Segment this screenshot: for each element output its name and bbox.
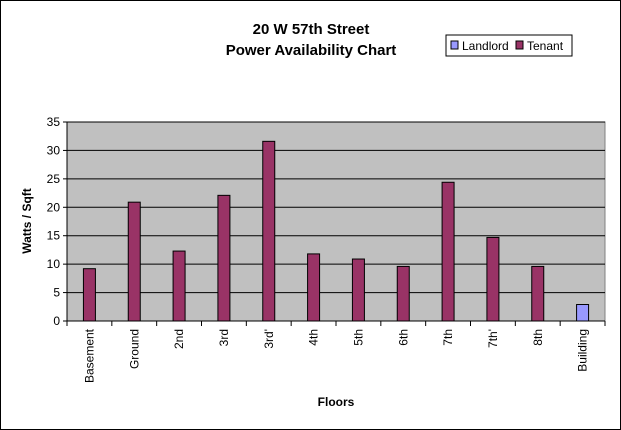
y-tick-label: 20 [47,200,61,214]
chart-title-line-1: 20 W 57th Street [253,21,370,38]
x-axis-title: Floors [318,395,355,409]
bar-landlord-building [576,304,590,322]
y-axis-title: Watts / Sqft [20,188,34,254]
x-tick-label: Ground [127,329,141,369]
y-tick-label: 0 [53,314,60,328]
x-tick-label: 7th [441,329,455,346]
legend-swatch-landlord [450,40,459,50]
y-tick-label: 10 [47,257,61,271]
legend: Landlord Tenant [445,34,573,57]
x-tick-label: 3rd' [262,329,276,349]
chart-title-line-2: Power Availability Chart [226,42,397,59]
bar-tenant-7th [441,181,455,322]
y-tick-label: 15 [47,229,61,243]
x-tick-label: 8th [531,329,545,346]
legend-box [445,34,573,57]
bar-tenant-8th [531,265,545,322]
bar-tenant-6th [396,265,410,322]
bar-tenant-3rd [217,194,231,322]
bar-tenant-ground [127,201,141,322]
legend-label-tenant: Tenant [527,39,564,53]
x-tick-label: Basement [82,328,96,383]
legend-swatch-tenant [515,40,524,50]
x-tick-label: Building [576,329,590,372]
bar-tenant-3rd [262,140,276,322]
y-tick-label: 35 [47,115,61,129]
y-tick-label: 30 [47,143,61,157]
x-tick-label: 5th [351,329,365,346]
bar-tenant-4th [307,253,321,322]
y-tick-labels: 0 5 10 15 20 25 30 35 [47,115,67,328]
x-tick-label: 7th' [486,329,500,348]
x-tick-label: 3rd [217,329,231,346]
legend-label-landlord: Landlord [462,39,509,53]
x-tick-label: 6th [396,329,410,346]
bar-tenant-5th [351,258,365,322]
grid-layer [67,121,605,294]
bar-tenant-basement [82,268,96,322]
x-tick-labels: Basement Ground 2nd 3rd 3rd' 4th 5th 6th 7th 7th'… [66,321,606,383]
plot-area [66,121,606,322]
bars-layer [82,140,590,322]
bar-tenant-7th [486,236,500,322]
bar-tenant-2nd [172,250,186,322]
x-tick-label: 4th [307,329,321,346]
x-tick-label: 2nd [172,329,186,349]
y-tick-label: 5 [53,286,60,300]
y-tick-label: 25 [47,172,61,186]
